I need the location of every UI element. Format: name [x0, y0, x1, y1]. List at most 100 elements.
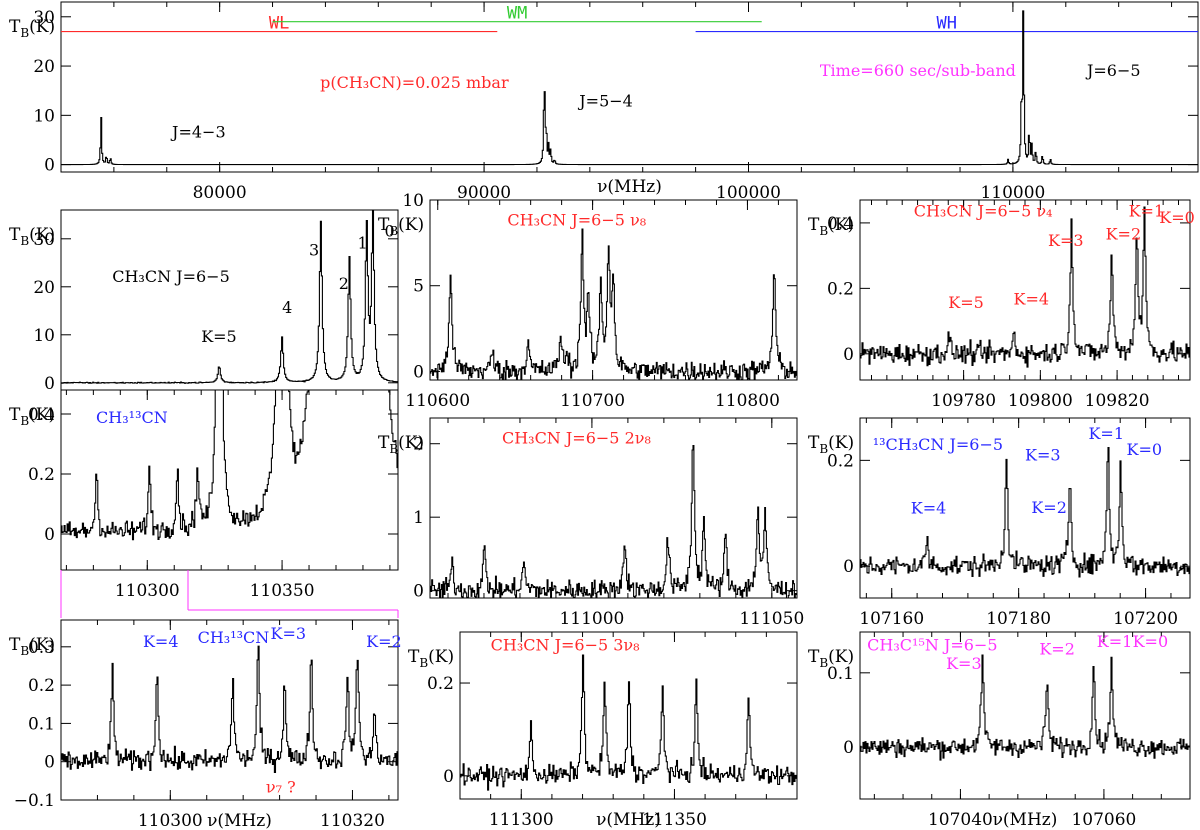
- annotation-label: K=1: [1129, 201, 1165, 220]
- annotation-label: K=3: [1048, 231, 1084, 250]
- annotation-label: p(CH₃CN)=0.025 mbar: [320, 73, 509, 92]
- ytick-label: 0: [843, 738, 854, 758]
- ytick-label: 0: [443, 767, 454, 787]
- ytick-label: 30: [33, 230, 55, 250]
- ytick-label: 30: [33, 8, 55, 28]
- ylabel: TB(K): [808, 647, 854, 670]
- annotation-label: 3: [309, 241, 319, 260]
- ytick-label: 0.2: [427, 674, 454, 694]
- ylabel: TB(K): [9, 635, 55, 658]
- annotation-label: J=5−4: [577, 91, 633, 110]
- annotation-label: K=2: [1039, 639, 1075, 658]
- xlabel: ν(MHz): [596, 810, 661, 830]
- band-label: WL: [269, 14, 289, 34]
- annotation-label: 2: [339, 274, 349, 293]
- band-label: WH: [937, 14, 957, 34]
- annotation-label: J=4−3: [170, 123, 226, 142]
- spectrum-line-r3c1: [61, 645, 398, 774]
- frame-r3c2: [459, 631, 798, 800]
- annotation-label: K=3: [1025, 445, 1061, 464]
- frame-top: [60, 1, 1199, 173]
- panel-r2c2: 0 1 2 111000 111050 TB(K) CH₃CN J=6−5 2ν₈: [378, 417, 804, 629]
- ytick-label: 0.4: [827, 214, 854, 234]
- ytick-label: 10: [33, 326, 55, 346]
- panel-r2c3: 0 0.2 107160 107180 107200 TB(K) ¹³CH₃CN J=6−5…: [808, 417, 1191, 629]
- panel-top: 0 10 20 30 80000 90000 100000 110000 TB(K) ν(MHz)…: [9, 1, 1199, 203]
- annotation-label: K=4: [143, 632, 179, 651]
- xtick-label: 111050: [739, 609, 804, 629]
- panel-r3c3: 0 0.1 107040 107060 TB(K) ν(MHz) CH₃C¹⁵N J=6−5…: [808, 631, 1191, 830]
- spectrum-line-r3c3: [860, 654, 1190, 761]
- ytick-label: 0: [413, 582, 424, 602]
- annotation-label: K=5: [948, 293, 984, 312]
- ytick-label: 10: [33, 106, 55, 126]
- annotation-label: K=0: [1133, 632, 1169, 651]
- spectrum-line-r1c2: [430, 228, 797, 380]
- ylabel: TB(K): [808, 433, 854, 456]
- ylabel: TB(K): [9, 17, 55, 40]
- annotation-label: ¹³CH₃CN J=6−5: [873, 435, 1003, 454]
- frame-r3c3: [859, 631, 1191, 800]
- annotation-label: K=0: [1159, 208, 1195, 227]
- panel-r3c2: 0 0.2 111300 111350 TB(K) ν(MHz) CH₃CN J=6−5 3…: [408, 631, 798, 830]
- frame-r2c3: [859, 417, 1191, 599]
- ytick-label: 0.4: [28, 405, 55, 425]
- ylabel: TB(K): [378, 215, 424, 238]
- annotation-label: CH₃CN J=6−5: [112, 267, 230, 286]
- annotation-label: 4: [282, 298, 292, 317]
- frame-r2c1: [60, 389, 399, 571]
- ylabel: TB(K): [808, 215, 854, 238]
- spectrum-line-r1c3: [860, 206, 1190, 368]
- annotation-label: CH₃CN J=6−5 ν₄: [914, 201, 1053, 220]
- annotation-label: CH₃C¹⁵N J=6−5: [867, 636, 997, 655]
- ytick-label: 0.2: [827, 279, 854, 299]
- ytick-label: 0.1: [28, 714, 55, 734]
- ytick-label: 0: [843, 557, 854, 577]
- xtick-label: 109780: [931, 391, 996, 411]
- ytick-label: 10: [402, 191, 424, 211]
- ylabel: TB(K): [9, 225, 55, 248]
- xtick-label: 107180: [986, 609, 1051, 629]
- xtick-label: 111000: [559, 609, 624, 629]
- xtick-label: 110300: [138, 811, 203, 830]
- ytick-label: −0.1: [14, 791, 55, 811]
- annotation-label: K=3: [270, 624, 306, 643]
- annotation-label: 0: [385, 221, 395, 240]
- spectrum-line-r2c2: [430, 444, 797, 598]
- xlabel: ν(MHz): [207, 811, 272, 830]
- ytick-label: 20: [33, 57, 55, 77]
- band-label: WM: [507, 4, 527, 24]
- xtick-label: 110800: [715, 391, 780, 411]
- xtick-label: 107160: [859, 609, 924, 629]
- xtick-label: 111350: [642, 810, 707, 830]
- panel-r1c2: 0 5 10 110600 110700 110800 TB(K) CH₃CN J=6−5 ν…: [378, 191, 798, 411]
- annotation-label: CH₃CN J=6−5 3ν₈: [491, 636, 640, 655]
- annotation-label: K=0: [1127, 440, 1163, 459]
- annotation-label: CH₃CN J=6−5 ν₈: [507, 211, 646, 230]
- frame-r3c1: [60, 619, 399, 801]
- xtick-label: 107060: [1071, 810, 1136, 830]
- xtick-label: 110300: [115, 581, 180, 601]
- panel-r3c1: −0.1 0 0.1 0.2 0.3 110300 110320 TB(K) ν(MHz) K=4…: [9, 619, 402, 830]
- annotation-label: K=4: [911, 498, 947, 517]
- xlabel: ν(MHz): [993, 810, 1058, 830]
- xtick-label: 110700: [560, 391, 625, 411]
- ytick-label: 0: [843, 345, 854, 365]
- annotation-label: 1: [358, 233, 368, 252]
- ytick-label: 0: [413, 362, 424, 382]
- annotation-label: K=5: [201, 327, 237, 346]
- annotation-label: CH₃CN J=6−5 2ν₈: [502, 429, 651, 448]
- ytick-label: 0.2: [28, 676, 55, 696]
- xtick-label: 107200: [1113, 609, 1178, 629]
- ytick-label: 0: [44, 374, 55, 394]
- spectrum-line-r1c1: [61, 210, 398, 384]
- xtick-label: 107040: [928, 810, 993, 830]
- ytick-label: 0: [44, 753, 55, 773]
- xtick-label: 90000: [457, 183, 511, 203]
- ytick-label: 0.2: [827, 451, 854, 471]
- xtick-label: 110350: [250, 581, 315, 601]
- ytick-label: 0: [44, 525, 55, 545]
- xtick-label: 110320: [320, 811, 385, 830]
